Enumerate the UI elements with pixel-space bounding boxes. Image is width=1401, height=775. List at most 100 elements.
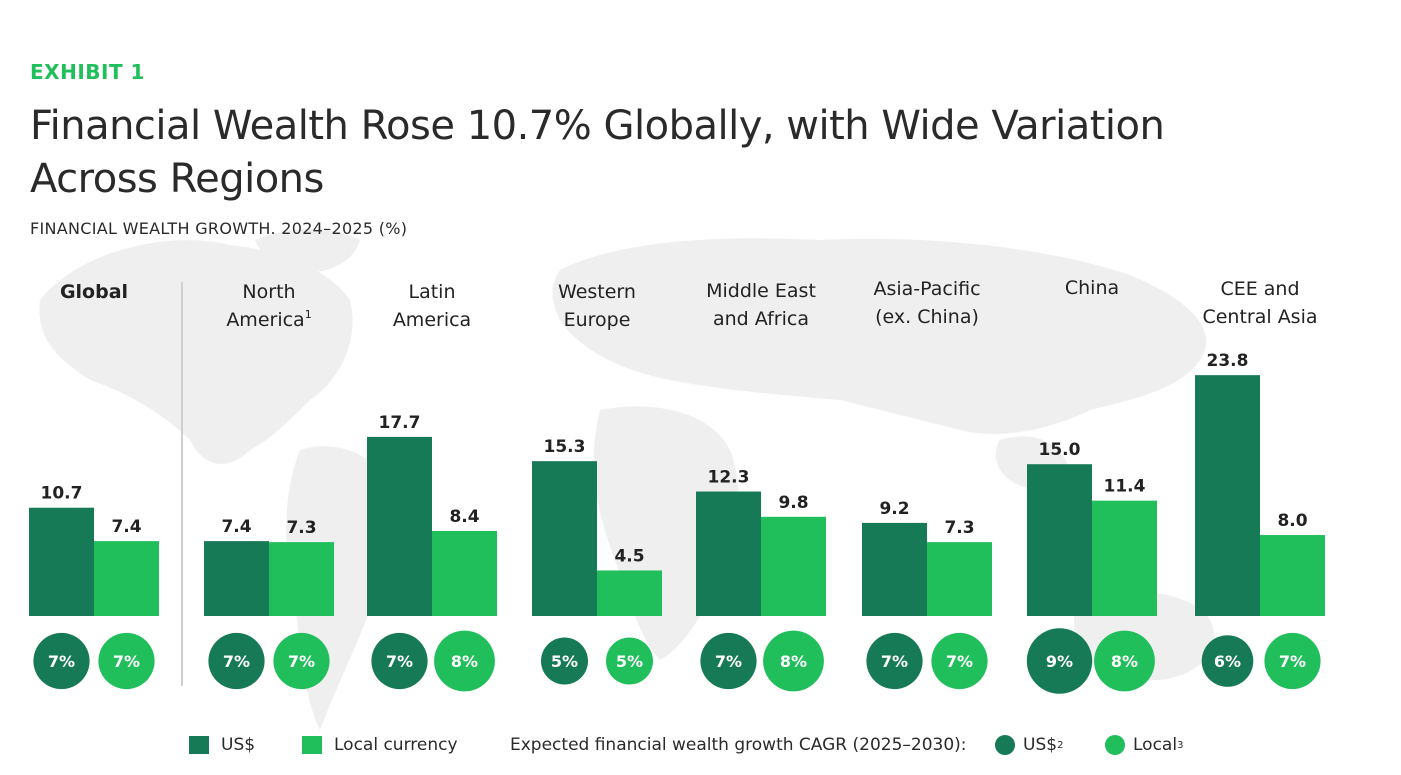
cagr-bubble-label-local: 5% (616, 652, 643, 671)
legend-dot-local (1105, 735, 1125, 755)
legend-cagr-text: Expected financial wealth growth CAGR (2… (510, 735, 967, 755)
bar-value-label-local: 7.4 (111, 517, 141, 537)
bar-value-label-local: 7.3 (286, 518, 316, 538)
category-label: Middle East (706, 280, 816, 302)
category-label-line2: Europe (564, 309, 631, 331)
bar-local (269, 542, 334, 616)
bar-value-label-local: 8.4 (449, 507, 479, 527)
category-label: Latin (409, 281, 456, 303)
legend-sup-usd: 2 (1057, 739, 1064, 751)
bar-usd (532, 461, 597, 616)
bar-usd (1195, 375, 1260, 616)
bar-value-label-local: 11.4 (1104, 477, 1146, 497)
legend-item-local: Local currency (302, 733, 458, 757)
cagr-bubble-label-usd: 7% (715, 652, 742, 671)
cagr-bubble-label-usd: 7% (48, 652, 75, 671)
cagr-bubble-usd (541, 637, 588, 685)
bar-local (927, 542, 992, 616)
bar-value-label-usd: 15.0 (1039, 440, 1081, 460)
exhibit-label: EXHIBIT 1 (30, 60, 145, 84)
cagr-bubble-usd (1201, 635, 1254, 687)
legend-label-cagr-usd: US$ (1023, 735, 1058, 755)
cagr-bubble-label-local: 8% (780, 652, 807, 671)
bar-usd (862, 522, 927, 616)
bar-usd (204, 541, 269, 616)
cagr-bubble-label-local: 8% (451, 652, 478, 671)
cagr-bubble-label-local: 7% (288, 652, 315, 671)
cagr-bubble-label-local: 7% (946, 652, 973, 671)
category-label: Asia-Pacific (873, 278, 980, 300)
bar-local (597, 570, 662, 616)
bar-value-label-local: 8.0 (1277, 511, 1307, 531)
bar-usd (367, 436, 432, 616)
cagr-bubble-label-local: 8% (1111, 652, 1138, 671)
cagr-bubble-label-local: 7% (1279, 652, 1306, 671)
cagr-bubble-local (434, 630, 495, 692)
cagr-bubble-local (273, 632, 330, 690)
bar-value-label-local: 4.5 (614, 546, 644, 566)
legend: US$ Local currency Expected financial we… (0, 733, 1401, 757)
cagr-bubble-usd (33, 632, 90, 690)
legend-swatch-usd (189, 736, 209, 754)
category-label: Western (558, 281, 636, 303)
category-label-line2: and Africa (713, 308, 809, 330)
bar-value-label-local: 9.8 (778, 493, 808, 513)
cagr-bubble-local (606, 637, 653, 685)
bar-local (1260, 535, 1325, 616)
cagr-bubble-usd (700, 632, 757, 690)
cagr-bubble-label-usd: 6% (1214, 652, 1241, 671)
category-label-line2: America (393, 309, 471, 331)
legend-swatch-local (302, 736, 322, 754)
bar-value-label-usd: 15.3 (544, 437, 586, 457)
cagr-bubble-usd (866, 632, 923, 690)
category-label-line2: (ex. China) (875, 306, 979, 328)
category-label: Global (60, 281, 128, 303)
category-label: CEE and (1220, 278, 1299, 300)
bar-value-label-usd: 9.2 (879, 499, 909, 519)
cagr-bubble-label-usd: 9% (1046, 652, 1073, 671)
bar-value-label-local: 7.3 (944, 518, 974, 538)
legend-item-cagr-local: Local 3 (1105, 733, 1183, 757)
bar-value-label-usd: 23.8 (1207, 351, 1249, 371)
category-label-line2: Central Asia (1202, 306, 1317, 328)
category-footnote: 1 (305, 308, 312, 321)
legend-label-local: Local currency (334, 735, 458, 755)
cagr-bubble-local (931, 632, 988, 690)
cagr-bubble-local (1094, 630, 1155, 692)
chart-subtitle: FINANCIAL WEALTH GROWTH. 2024–2025 (%) (30, 219, 408, 238)
category-label: China (1065, 277, 1119, 299)
legend-cagr-label: Expected financial wealth growth CAGR (2… (510, 733, 967, 757)
bar-usd (1027, 464, 1092, 616)
cagr-bubble-label-local: 7% (113, 652, 140, 671)
bar-local (761, 516, 826, 616)
page-title: Financial Wealth Rose 10.7% Globally, wi… (30, 103, 1165, 202)
legend-item-usd: US$ (189, 733, 255, 757)
bar-local (1092, 500, 1157, 616)
bar-value-label-usd: 12.3 (708, 468, 750, 488)
legend-sup-local: 3 (1177, 739, 1184, 751)
cagr-bubble-label-usd: 5% (551, 652, 578, 671)
legend-label-cagr-local: Local (1133, 735, 1178, 755)
bar-value-label-usd: 7.4 (221, 517, 251, 537)
cagr-bubble-label-usd: 7% (386, 652, 413, 671)
bar-value-label-usd: 10.7 (41, 484, 83, 504)
bar-usd (29, 507, 94, 616)
cagr-bubble-usd (371, 632, 428, 690)
cagr-bubble-usd (1026, 628, 1093, 694)
legend-item-cagr-usd: US$ 2 (995, 733, 1063, 757)
cagr-bubble-local (763, 630, 824, 692)
cagr-bubble-label-usd: 7% (881, 652, 908, 671)
bar-local (432, 530, 497, 616)
cagr-bubble-usd (208, 632, 265, 690)
category-label: North (242, 281, 295, 303)
bar-local (94, 541, 159, 616)
legend-dot-usd (995, 735, 1015, 755)
legend-label-usd: US$ (221, 735, 256, 755)
bar-usd (696, 491, 761, 616)
cagr-bubble-local (1264, 632, 1321, 690)
bar-value-label-usd: 17.7 (379, 413, 421, 433)
category-label-line2: America1 (226, 308, 311, 331)
cagr-bubble-local (98, 632, 155, 690)
